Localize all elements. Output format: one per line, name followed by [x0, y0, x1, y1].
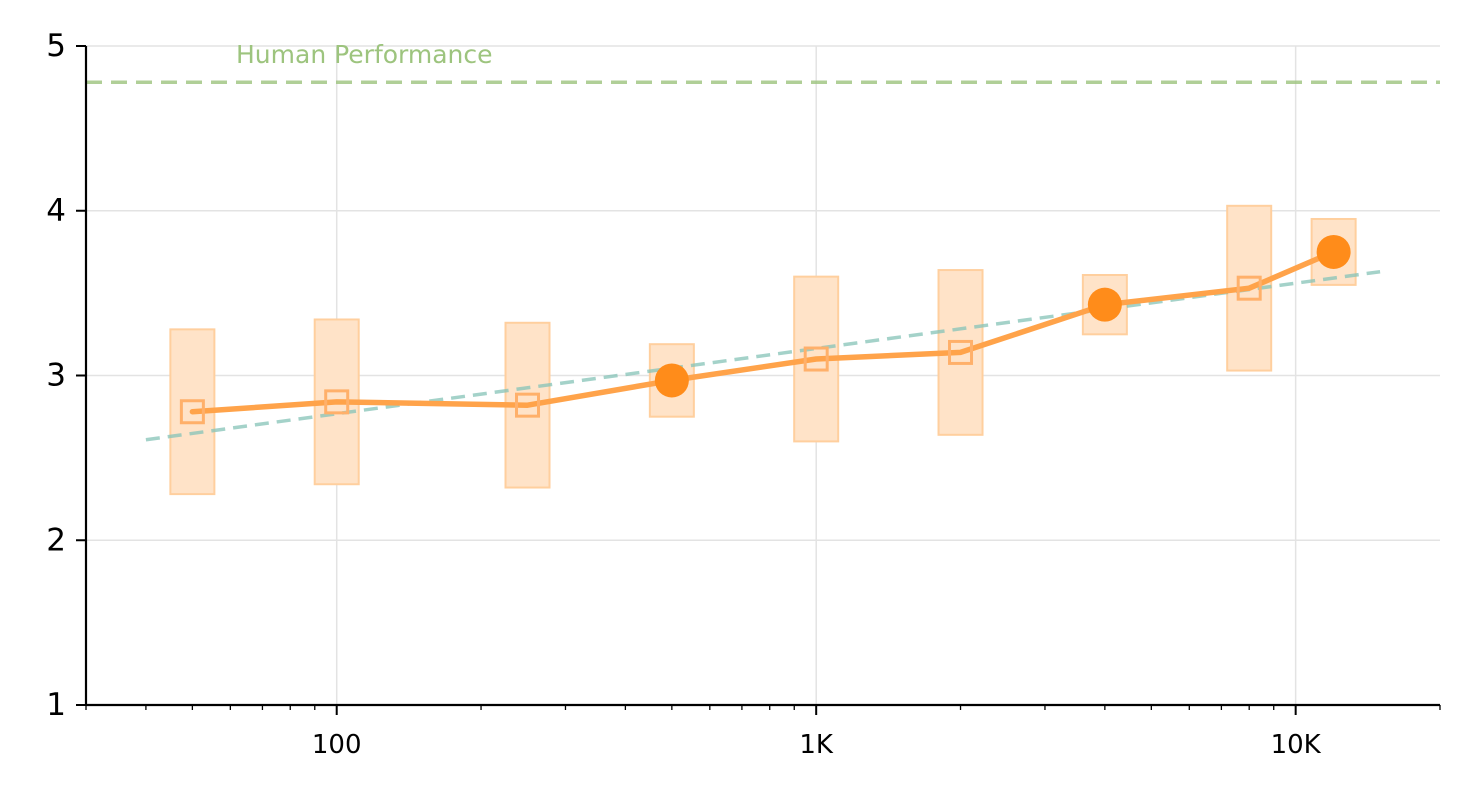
- x-tick-label-0: 100: [312, 730, 362, 760]
- y-tick-label-0: 1: [46, 687, 66, 723]
- series-line: [189, 249, 1337, 415]
- trend-line: [145, 269, 1381, 442]
- data-point-2: [515, 392, 541, 418]
- error-bars: [169, 204, 1357, 496]
- series-line-group: [189, 249, 1337, 415]
- data-point-6: [1087, 287, 1122, 322]
- human-performance-label: Human Performance: [236, 40, 493, 69]
- x-tick-label-1: 1K: [799, 730, 834, 760]
- data-point-4: [803, 346, 829, 372]
- human-performance-reference: Human Performance: [86, 40, 1440, 84]
- x-tick-label-2: 10K: [1271, 730, 1322, 760]
- data-point-7: [1236, 275, 1262, 301]
- data-point-1: [324, 389, 350, 415]
- data-point-5: [948, 339, 974, 365]
- axes: 1 2 3 4 5 100 1K 10K: [46, 28, 1441, 760]
- trend-line-group: [145, 269, 1381, 442]
- grid-lines: [86, 45, 1440, 705]
- series-markers: [179, 234, 1351, 425]
- y-tick-label-3: 4: [46, 193, 66, 229]
- y-tick-label-2: 3: [46, 358, 66, 394]
- data-point-8: [1316, 234, 1351, 269]
- y-tick-label-4: 5: [46, 28, 66, 64]
- y-tick-label-1: 2: [46, 522, 66, 558]
- data-point-3: [654, 363, 689, 398]
- data-point-0: [179, 399, 205, 425]
